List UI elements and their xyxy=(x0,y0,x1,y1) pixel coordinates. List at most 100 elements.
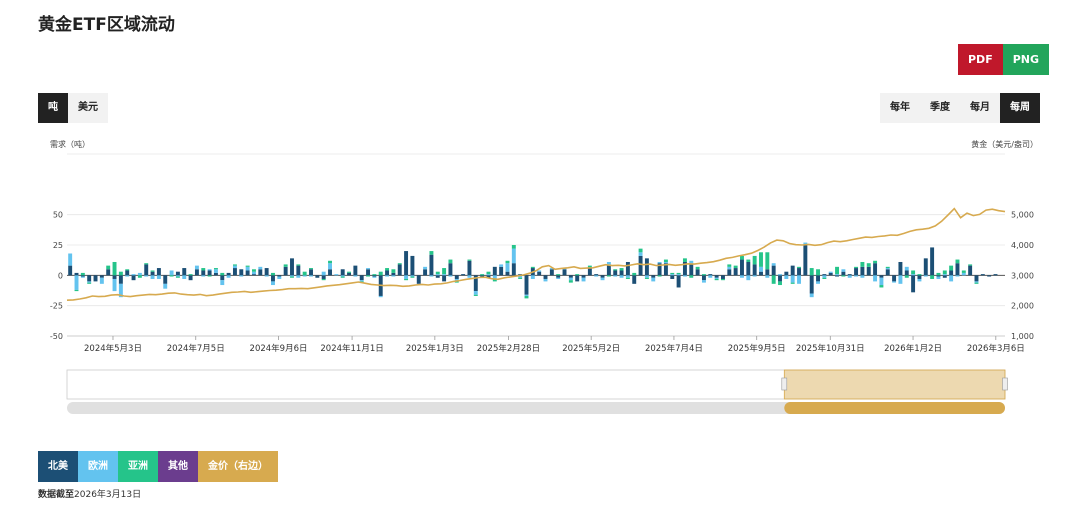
bar-segment xyxy=(746,261,751,276)
bar-segment xyxy=(587,265,592,269)
navigator-frame xyxy=(66,369,1006,400)
bar-segment xyxy=(949,265,954,271)
bar-segment xyxy=(391,272,396,276)
bar-segment xyxy=(765,252,770,270)
bar-segment xyxy=(423,266,428,270)
bar-segment xyxy=(771,265,776,276)
pdf-export-button[interactable]: PDF xyxy=(958,44,1003,75)
bar-segment xyxy=(277,275,282,277)
bar-segment xyxy=(499,264,504,267)
freq-quarterly-button[interactable]: 季度 xyxy=(920,93,960,123)
navigator[interactable] xyxy=(67,370,1008,414)
bar-segment xyxy=(264,268,269,276)
bar-segment xyxy=(708,275,713,278)
freq-monthly-button[interactable]: 每月 xyxy=(960,93,1000,123)
bar-segment xyxy=(150,271,155,276)
bar-segment xyxy=(80,272,85,276)
bar-segment xyxy=(137,272,142,276)
scrollbar-track[interactable] xyxy=(67,402,1005,414)
bar-segment xyxy=(68,253,73,266)
bar-segment xyxy=(759,252,763,267)
navigator-handle-right[interactable] xyxy=(1002,377,1008,391)
bar-segment xyxy=(740,255,744,260)
bar-segment xyxy=(366,268,371,270)
bar-segment xyxy=(657,275,662,277)
bar-segment xyxy=(486,271,491,275)
scrollbar-thumb[interactable] xyxy=(784,402,1005,414)
unit-usd-button[interactable]: 美元 xyxy=(68,93,108,123)
bar-segment xyxy=(397,263,402,265)
bar-segment xyxy=(613,270,618,276)
bar-segment xyxy=(556,277,561,279)
x-tick-label: 2024年7月5日 xyxy=(167,343,225,354)
bar-segment xyxy=(106,265,111,270)
bar-segment xyxy=(701,280,706,283)
bar-segment xyxy=(385,268,390,271)
bar-segment xyxy=(568,277,573,281)
bar-segment xyxy=(467,275,472,278)
bar-segment xyxy=(942,270,947,275)
bar-segment xyxy=(803,245,808,276)
bar-segment xyxy=(885,268,890,270)
bar-segment xyxy=(252,271,256,275)
bar-segment xyxy=(822,277,827,279)
bar-segment xyxy=(841,275,846,277)
bar-segment xyxy=(942,275,947,278)
bar-segment xyxy=(423,269,428,276)
bar-segment xyxy=(524,275,529,295)
bar-segment xyxy=(714,275,719,278)
bar-segment xyxy=(321,275,326,279)
bar-segment xyxy=(264,275,269,277)
bar-segment xyxy=(366,275,371,277)
bar-segment xyxy=(638,248,643,253)
x-tick-label: 2025年5月2日 xyxy=(562,343,620,354)
bar-segment xyxy=(790,265,795,276)
bar-segment xyxy=(828,272,833,276)
data-date-value: 2026年3月13日 xyxy=(74,490,142,500)
legend-item-europe[interactable]: 欧洲 xyxy=(78,451,118,482)
freq-weekly-button[interactable]: 每周 xyxy=(1000,93,1040,123)
legend-item-gold-price[interactable]: 金价（右边） xyxy=(198,451,278,482)
bar-segment xyxy=(809,293,814,298)
legend-item-north-america[interactable]: 北美 xyxy=(38,451,78,482)
unit-tonnes-button[interactable]: 吨 xyxy=(38,93,68,123)
bar-segment xyxy=(961,270,966,273)
bar-segment xyxy=(473,294,478,296)
bar-segment xyxy=(258,266,263,270)
bar-segment xyxy=(290,258,294,276)
bar-segment xyxy=(239,269,244,276)
bar-segment xyxy=(144,263,149,265)
gold-price-line xyxy=(66,207,1006,301)
legend-item-asia[interactable]: 亚洲 xyxy=(118,451,158,482)
navigator-handle-left[interactable] xyxy=(781,377,788,391)
bar-segment xyxy=(752,255,757,265)
bar-segment xyxy=(987,275,992,277)
bar-segment xyxy=(359,280,364,282)
bar-segment xyxy=(188,274,193,276)
bar-segment xyxy=(283,264,288,267)
bar-segment xyxy=(131,274,136,276)
bar-segment xyxy=(188,275,193,281)
bar-segment xyxy=(511,248,516,264)
bar-segment xyxy=(239,275,244,277)
bar-segment xyxy=(835,274,840,276)
bar-segment xyxy=(809,275,814,294)
bar-segment xyxy=(530,266,535,269)
legend-item-other[interactable]: 其他 xyxy=(158,451,198,482)
bar-segment xyxy=(309,269,313,276)
navigator-selection[interactable] xyxy=(783,369,1006,400)
bar-segment xyxy=(568,275,573,278)
bar-segment xyxy=(866,266,871,276)
bar-segment xyxy=(461,274,466,276)
bar-segment xyxy=(689,275,694,278)
bar-segment xyxy=(137,275,142,278)
bar-segment xyxy=(841,271,846,276)
bar-segment xyxy=(480,274,485,276)
bar-segment xyxy=(302,275,307,277)
bar-segment xyxy=(353,275,358,277)
bar-segment xyxy=(442,274,447,276)
bar-segment xyxy=(93,275,98,282)
png-export-button[interactable]: PNG xyxy=(1002,44,1050,75)
freq-yearly-button[interactable]: 每年 xyxy=(880,93,920,123)
bar-segment xyxy=(797,268,801,276)
